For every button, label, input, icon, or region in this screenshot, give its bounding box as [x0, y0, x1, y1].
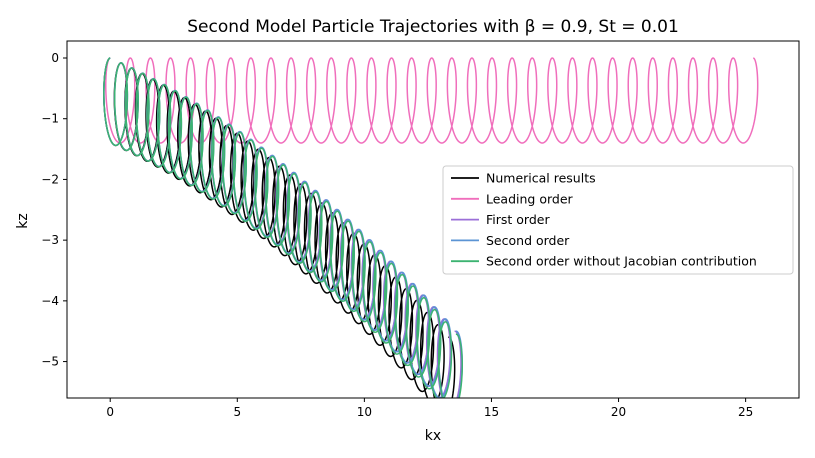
y-tick-label: 0: [51, 51, 59, 65]
y-tick-label: −3: [41, 233, 59, 247]
x-tick-label: 0: [106, 405, 114, 419]
y-tick-label: −2: [41, 172, 59, 186]
legend-entry: Leading order: [451, 191, 574, 206]
legend-entry: First order: [451, 212, 550, 227]
legend-label: Second order without Jacobian contributi…: [486, 254, 757, 269]
x-axis-label: kx: [425, 428, 441, 444]
x-tick-label: 15: [484, 405, 499, 419]
plot-frame: [66, 40, 800, 399]
x-axis-ticks: 0 5 10 15 20 25: [106, 398, 753, 419]
legend-label: Numerical results: [486, 171, 596, 186]
legend-label: Leading order: [486, 191, 574, 206]
x-tick-label: 5: [233, 405, 241, 419]
chart-title: Second Model Particle Trajectories with …: [187, 17, 679, 37]
legend: Numerical results Leading order First orde…: [442, 165, 794, 275]
y-tick-label: −5: [41, 355, 59, 369]
y-axis-label: kz: [15, 213, 31, 228]
x-tick-label: 20: [611, 405, 626, 419]
legend-entry: Second order without Jacobian contributi…: [451, 254, 757, 269]
plot-area: [66, 40, 800, 399]
x-tick-label: 10: [357, 405, 372, 419]
legend-label: First order: [486, 212, 550, 227]
y-axis-ticks: 0 −1 −2 −3 −4 −5: [41, 51, 67, 369]
legend-entry: Second order: [451, 233, 570, 248]
series-line-4: [103, 57, 463, 398]
legend-entry: Numerical results: [451, 171, 596, 186]
series-lines: [103, 57, 759, 398]
legend-label: Second order: [486, 233, 570, 248]
y-tick-label: −1: [41, 112, 59, 126]
x-tick-label: 25: [738, 405, 753, 419]
legend-box: [442, 165, 794, 275]
y-tick-label: −4: [41, 294, 59, 308]
series-line-0: [103, 57, 456, 398]
